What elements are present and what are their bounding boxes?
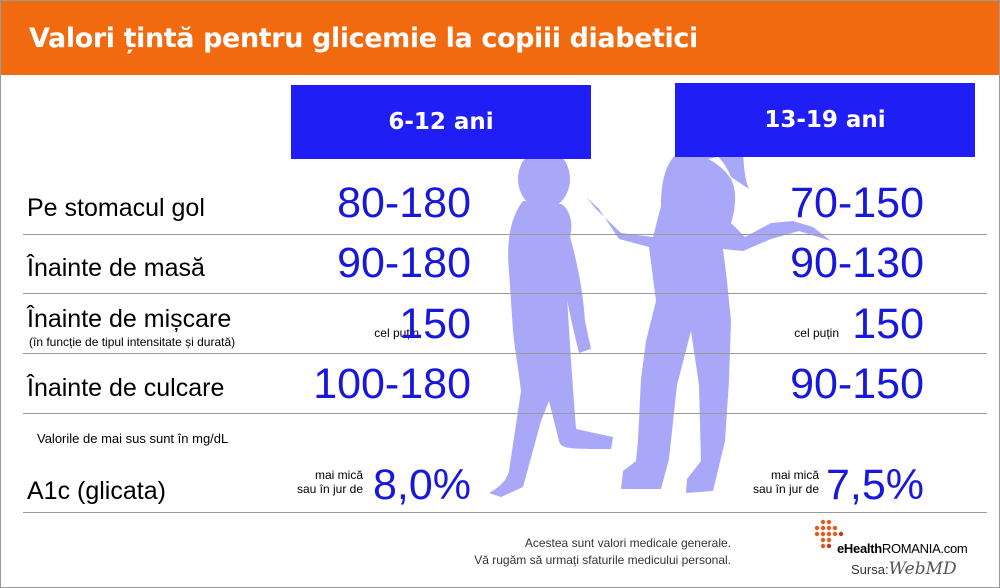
a1c-prefix-line2: sau în jur de	[752, 482, 819, 497]
ehealth-logo: eHealthROMANIA.com Sursa:WebMD	[809, 519, 989, 583]
source-name: WebMD	[888, 559, 957, 579]
value-fasting-6-12: 80-180	[337, 179, 471, 227]
logo-brand-bold: eHealth	[837, 541, 882, 556]
value-before-exercise-13-19: 150	[852, 300, 924, 348]
a1c-prefix-13-19: mai mică sau în jur de	[753, 468, 819, 497]
row-sublabel-before-exercise: (în funcție de tipul intensitate și dura…	[29, 335, 236, 349]
page-title: Valori țintă pentru glicemie la copiii d…	[29, 23, 698, 54]
footer-line1: Acestea sunt valori medicale generale.	[524, 536, 731, 550]
value-before-meal-13-19: 90-130	[790, 239, 924, 287]
row-label-before-exercise: Înainte de mișcare	[27, 305, 232, 333]
row-label-bedtime: Înainte de culcare	[27, 374, 225, 402]
a1c-prefix-line1: mai mică	[314, 468, 363, 482]
ehealth-plus-icon	[814, 519, 844, 549]
row-divider	[23, 413, 987, 414]
a1c-prefix-line1: mai mică	[770, 468, 819, 482]
logo-wordmark: eHealthROMANIA.com	[837, 541, 968, 556]
value-bedtime-6-12: 100-180	[313, 360, 471, 408]
row-divider	[23, 353, 987, 354]
logo-brand-rest: ROMANIA.com	[881, 541, 968, 556]
value-before-meal-6-12: 90-180	[337, 239, 471, 287]
footer-disclaimer: Acestea sunt valori medicale generale. V…	[421, 535, 731, 570]
a1c-prefix-6-12: mai mică sau în jur de	[297, 468, 363, 497]
value-before-exercise-6-12: 150	[399, 300, 471, 348]
row-label-fasting: Pe stomacul gol	[27, 194, 205, 222]
prefix-at-least-6-12: cel puțin	[374, 326, 419, 340]
source-credit: Sursa:WebMD	[851, 559, 957, 579]
value-a1c-6-12: 8,0%	[372, 461, 471, 509]
row-divider	[23, 512, 987, 513]
row-label-a1c: A1c (glicata)	[27, 477, 166, 505]
row-label-before-meal: Înainte de masă	[27, 254, 205, 282]
footer-line2: Vă rugăm să urmați sfaturile medicului p…	[474, 553, 731, 568]
column-header-6-12: 6-12 ani	[291, 85, 591, 159]
a1c-prefix-line2: sau în jur de	[296, 482, 363, 497]
prefix-at-least-13-19: cel puțin	[794, 326, 839, 340]
child-body-shape	[489, 201, 613, 497]
value-bedtime-13-19: 90-150	[790, 360, 924, 408]
units-note: Valorile de mai sus sunt în mg/dL	[37, 431, 229, 446]
value-fasting-13-19: 70-150	[790, 179, 924, 227]
value-a1c-13-19: 7,5%	[825, 461, 924, 509]
column-header-13-19: 13-19 ani	[675, 83, 975, 157]
teen-body-shape	[586, 151, 831, 493]
source-label: Sursa:	[851, 562, 889, 577]
child-head-shape	[518, 149, 570, 209]
row-divider	[23, 234, 987, 235]
header-bar: Valori țintă pentru glicemie la copiii d…	[1, 1, 999, 75]
row-divider	[23, 293, 987, 294]
